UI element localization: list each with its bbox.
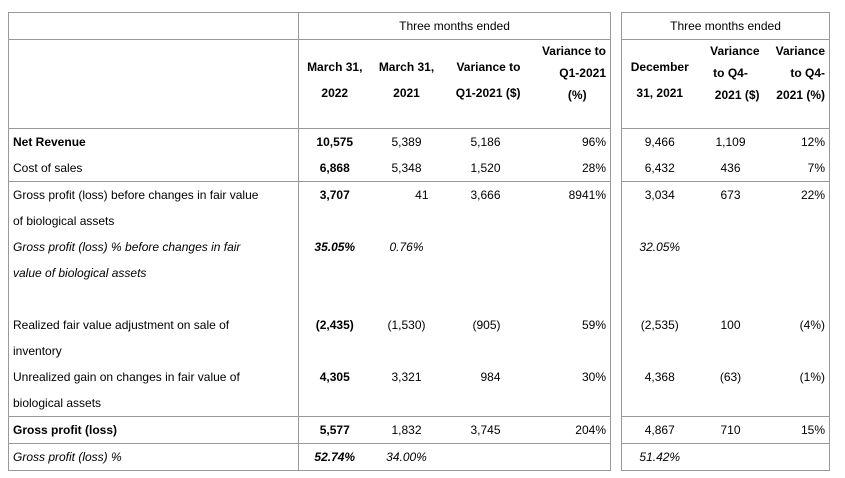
cell: 710: [697, 416, 764, 444]
header-label-blank: [8, 39, 299, 129]
table-row: Unrealized gain on changes in fair value…: [8, 364, 830, 417]
cell: 5,186: [470, 135, 501, 149]
cell: 5,577: [298, 416, 371, 444]
col-header-var-q4-pct: Variance to Q4- 2021 (%): [763, 39, 830, 129]
cell: [697, 443, 764, 471]
table-row: Gross profit (loss) % 52.74% 34.00% 51.4…: [8, 443, 830, 471]
cell: (2,435): [315, 318, 354, 332]
cell: [763, 234, 830, 312]
cell: 436: [720, 161, 741, 175]
cell: [698, 234, 764, 312]
header-blank: [8, 12, 299, 40]
cell: 3,707: [298, 181, 371, 234]
row-label: Realized fair value adjustment on sale o…: [8, 312, 299, 364]
cell: 12%: [763, 128, 830, 155]
cell: (905): [472, 318, 501, 332]
cell: 30%: [524, 364, 611, 417]
cell: 22%: [763, 181, 830, 234]
table-row: Gross profit (loss) % before changes in …: [8, 234, 830, 312]
cell: (1%): [763, 364, 830, 417]
cell: [442, 443, 525, 471]
financial-table: Three months ended Three months ended Ma…: [8, 12, 830, 471]
cell: (2,535): [621, 312, 698, 364]
cell: 673: [697, 181, 764, 234]
cell: (63): [719, 370, 742, 384]
cell: 1,109: [715, 135, 746, 149]
cell: 3,666: [442, 181, 525, 234]
row-label: Gross profit (loss) % before changes in …: [8, 234, 299, 312]
cell: 4,368: [621, 364, 698, 417]
header-group-left: Three months ended: [298, 12, 611, 40]
cell: 984: [480, 370, 501, 384]
col-header-var-q1-pct: Variance to Q1-2021 (%): [524, 39, 611, 129]
col-header-var-q1-dollar: Variance to Q1-2021 ($): [442, 39, 525, 129]
cell: 28%: [524, 155, 611, 182]
row-label: Gross profit (loss) %: [8, 443, 299, 471]
cell: 4,305: [319, 370, 350, 384]
col-header-mar2021: March 31, 2021: [370, 39, 443, 129]
cell: 0.76%: [389, 240, 424, 254]
cell: 51.42%: [621, 443, 698, 471]
cell: 204%: [524, 416, 611, 444]
cell: 5,389: [391, 135, 422, 149]
col-header-mar2022: March 31, 2022: [298, 39, 371, 129]
cell: 32.05%: [621, 234, 698, 312]
cell: 35.05%: [314, 240, 356, 254]
cell: 34.00%: [370, 443, 443, 471]
row-label: Gross profit (loss) before changes in fa…: [8, 181, 299, 234]
cell: 41: [370, 181, 443, 234]
cell: (4%): [763, 312, 830, 364]
cell: 4,867: [621, 416, 698, 444]
cell: 6,868: [298, 155, 371, 182]
col-header-dec2021: December 31, 2021: [621, 39, 698, 129]
cell: [763, 443, 830, 471]
row-label: Net Revenue: [8, 128, 299, 155]
row-label: Unrealized gain on changes in fair value…: [8, 364, 299, 417]
cell: 3,321: [391, 370, 422, 384]
table-row: Gross profit (loss) before changes in fa…: [8, 181, 830, 234]
header-columns-row: March 31, 2022 March 31, 2021 Variance to Q…: [8, 39, 830, 129]
cell: 9,466: [621, 128, 698, 155]
cell: 59%: [524, 312, 611, 364]
cell: 6,432: [621, 155, 698, 182]
table-row: Gross profit (loss) 5,577 1,832 3,745 20…: [8, 416, 830, 444]
cell: 15%: [763, 416, 830, 444]
cell: 100: [720, 318, 741, 332]
cell: 8941%: [524, 181, 611, 234]
header-group-right: Three months ended: [621, 12, 830, 40]
cell: 7%: [763, 155, 830, 182]
cell: 1,520: [470, 161, 501, 175]
cell: (1,530): [387, 318, 426, 332]
cell: [443, 234, 525, 312]
table-row: Net Revenue 10,575 5,389 5,186 96% 9,466…: [8, 128, 830, 155]
cell: [524, 234, 611, 312]
table-row: Realized fair value adjustment on sale o…: [8, 312, 830, 364]
cell: 3,034: [621, 181, 698, 234]
cell: [524, 443, 611, 471]
row-label: Cost of sales: [8, 155, 299, 182]
cell: 96%: [524, 128, 611, 155]
col-header-var-q4-dollar: Variance to Q4- 2021 ($): [697, 39, 764, 129]
row-label: Gross profit (loss): [8, 416, 299, 444]
cell: 52.74%: [298, 443, 371, 471]
cell: 3,745: [442, 416, 525, 444]
cell: 5,348: [391, 161, 422, 175]
cell: 10,575: [316, 135, 354, 149]
table-row: Cost of sales 6,868 5,348 1,520 28% 6,43…: [8, 155, 830, 182]
header-group-row: Three months ended Three months ended: [8, 12, 830, 40]
cell: 1,832: [370, 416, 443, 444]
